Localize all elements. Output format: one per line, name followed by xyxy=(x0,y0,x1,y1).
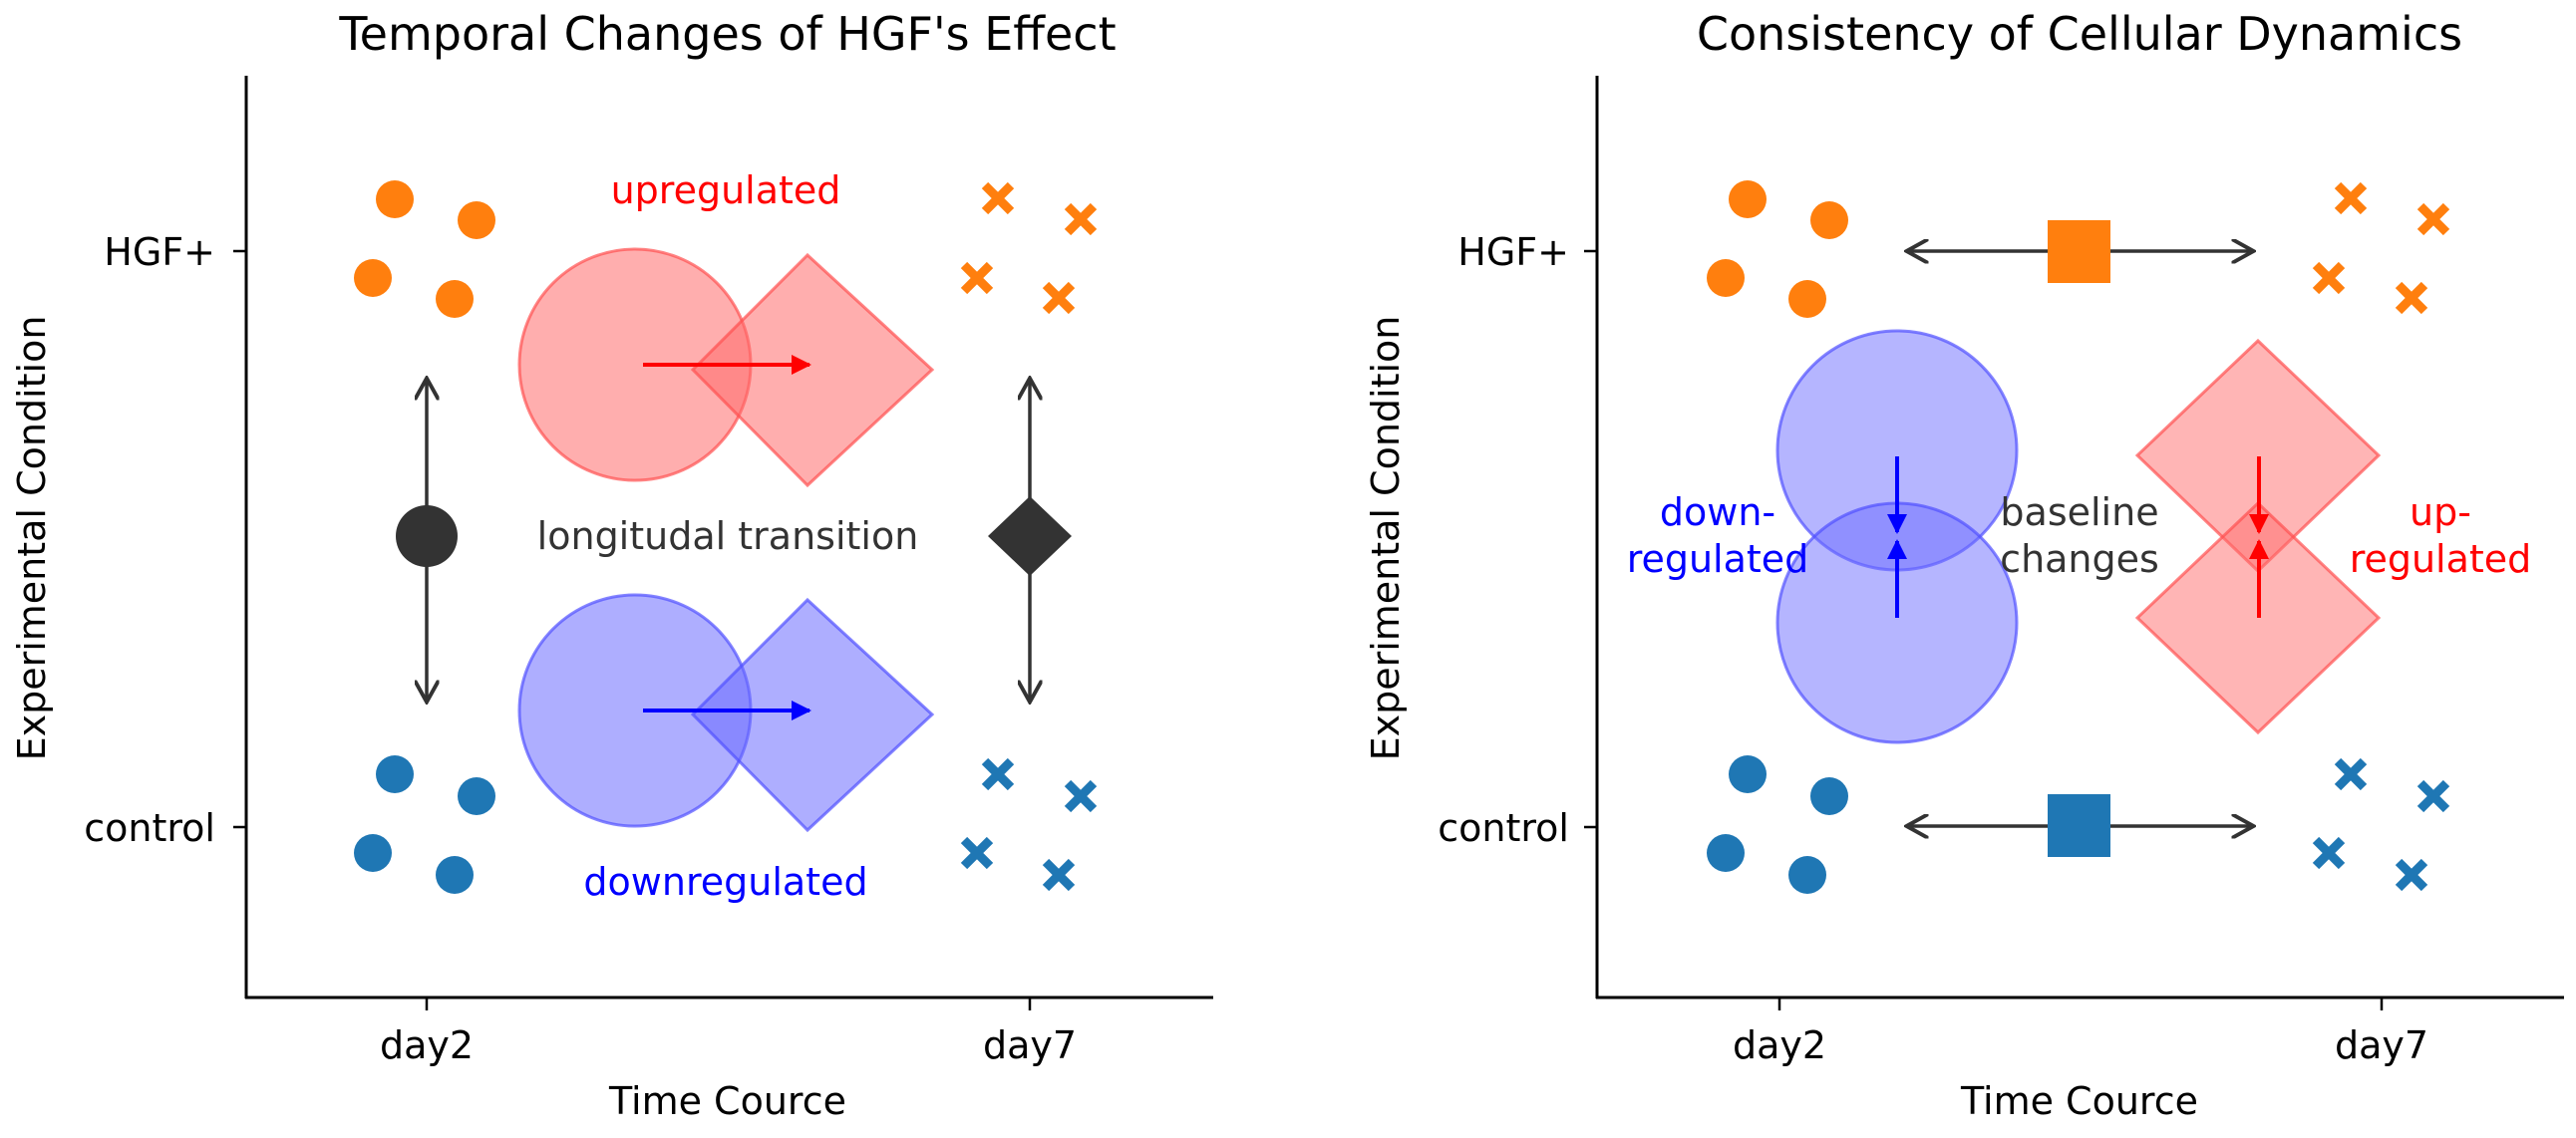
down-circle-lower xyxy=(1775,501,2019,744)
right-xtick-label-day7: day7 xyxy=(2335,1023,2428,1067)
dot xyxy=(376,180,414,218)
left-upregulated-shapes xyxy=(517,247,935,488)
cross-mark xyxy=(2334,757,2368,791)
dot xyxy=(354,834,392,872)
left-xlabel: Time Cource xyxy=(608,1079,846,1123)
dot xyxy=(1788,280,1826,318)
dot xyxy=(1707,259,1745,297)
right-hgf-day7-crosses xyxy=(2312,181,2450,315)
left-control-day7-crosses xyxy=(960,757,1098,892)
dot xyxy=(458,201,495,239)
down-diamond xyxy=(690,597,935,833)
right-label-baseline-line2: changes xyxy=(2000,537,2159,581)
right-title: Consistency of Cellular Dynamics xyxy=(1697,7,2462,61)
cross-mark xyxy=(2312,261,2346,295)
cross-mark xyxy=(981,181,1015,215)
right-label-up-line2: regulated xyxy=(2350,537,2532,581)
control-blue-square xyxy=(2048,794,2110,857)
right-ytick-label-hgf: HGF+ xyxy=(1457,230,1569,274)
right-control-day2-dots xyxy=(1707,755,1848,894)
right-control-consistency xyxy=(1909,794,2251,857)
left-ytick-label-control: control xyxy=(84,806,215,850)
dot xyxy=(458,777,495,815)
cross-mark xyxy=(981,757,1015,791)
right-xtick-label-day2: day2 xyxy=(1733,1023,1826,1067)
dot xyxy=(1729,180,1767,218)
right-control-day7-crosses xyxy=(2312,757,2450,892)
dot xyxy=(1810,201,1848,239)
cross-mark xyxy=(2334,181,2368,215)
right-label-baseline-line1: baseline xyxy=(2000,490,2158,534)
hgf-orange-square xyxy=(2048,220,2110,283)
dot xyxy=(354,259,392,297)
left-hgf-day7-crosses xyxy=(960,181,1098,315)
dot xyxy=(1788,856,1826,894)
cross-mark xyxy=(2312,836,2346,870)
dot xyxy=(1707,834,1745,872)
right-downregulated-shapes xyxy=(1775,329,2019,744)
cross-mark xyxy=(1042,281,1076,315)
day7-dark-diamond xyxy=(988,496,1072,576)
right-label-down-line2: regulated xyxy=(1627,537,1809,581)
cross-mark xyxy=(2416,779,2450,813)
right-label-down-line1: down- xyxy=(1660,490,1775,534)
left-title: Temporal Changes of HGF's Effect xyxy=(338,7,1116,61)
cross-mark xyxy=(1064,779,1098,813)
left-label-upregulated: upregulated xyxy=(611,168,841,212)
dot xyxy=(1810,777,1848,815)
right-ytick-label-control: control xyxy=(1438,806,1569,850)
cross-mark xyxy=(960,836,994,870)
cross-mark xyxy=(2416,202,2450,236)
left-xtick-label-day2: day2 xyxy=(380,1023,474,1067)
right-xlabel: Time Cource xyxy=(1960,1079,2198,1123)
dot xyxy=(1729,755,1767,793)
left-ylabel: Experimental Condition xyxy=(10,316,54,761)
left-xtick-label-day7: day7 xyxy=(983,1023,1077,1067)
left-label-transition: longitudal transition xyxy=(537,514,919,558)
right-upregulated-shapes xyxy=(2134,338,2382,735)
right-ylabel: Experimental Condition xyxy=(1364,316,1408,761)
dot xyxy=(436,280,474,318)
left-control-day2-dots xyxy=(354,755,495,894)
right-hgf-consistency xyxy=(1909,220,2251,283)
dot xyxy=(376,755,414,793)
left-downregulated-shapes xyxy=(517,593,935,833)
right-hgf-day2-dots xyxy=(1707,180,1848,318)
left-transition-markers xyxy=(396,381,1072,700)
dot xyxy=(436,856,474,894)
day2-dark-circle xyxy=(396,505,458,567)
left-ytick-label-hgf: HGF+ xyxy=(104,230,215,274)
cross-mark xyxy=(960,261,994,295)
cross-mark xyxy=(1042,858,1076,892)
left-panel: Temporal Changes of HGF's Effect HGF+ co… xyxy=(10,7,1213,1123)
right-panel: Consistency of Cellular Dynamics HGF+ co… xyxy=(1364,7,2564,1123)
up-diamond xyxy=(690,252,935,488)
cross-mark xyxy=(2395,858,2428,892)
cross-mark xyxy=(2395,281,2428,315)
right-label-up-line1: up- xyxy=(2410,490,2471,534)
cross-mark xyxy=(1064,202,1098,236)
left-hgf-day2-dots xyxy=(354,180,495,318)
left-label-downregulated: downregulated xyxy=(583,860,867,904)
